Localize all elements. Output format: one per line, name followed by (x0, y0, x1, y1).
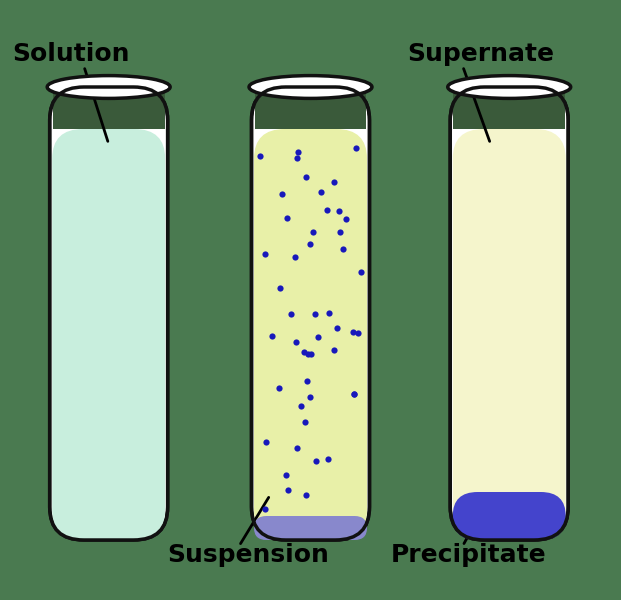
Point (324, 308, 334, 318)
Point (283, 485, 293, 495)
FancyBboxPatch shape (52, 129, 165, 540)
Point (286, 310, 296, 319)
Text: Suspension: Suspension (168, 543, 330, 567)
FancyBboxPatch shape (254, 516, 367, 540)
FancyBboxPatch shape (453, 93, 565, 129)
Point (322, 205, 332, 215)
Point (349, 389, 359, 399)
Point (351, 143, 361, 153)
Point (303, 350, 313, 359)
Point (316, 187, 326, 197)
Point (255, 151, 265, 160)
Point (334, 206, 344, 216)
FancyBboxPatch shape (255, 93, 366, 129)
Point (292, 153, 302, 163)
Point (274, 383, 284, 393)
Ellipse shape (448, 76, 571, 98)
Point (260, 249, 270, 259)
FancyBboxPatch shape (252, 87, 369, 540)
Text: Solution: Solution (12, 42, 130, 66)
Point (277, 190, 287, 199)
Text: Supernate: Supernate (407, 42, 554, 66)
FancyBboxPatch shape (254, 129, 367, 540)
Point (290, 252, 300, 262)
Point (313, 332, 323, 342)
Point (293, 147, 303, 157)
Ellipse shape (249, 76, 372, 98)
Point (301, 417, 310, 427)
Point (261, 437, 271, 447)
Point (275, 283, 285, 293)
Point (291, 337, 301, 347)
Point (348, 327, 358, 337)
Point (301, 490, 311, 500)
Point (306, 350, 315, 359)
Point (338, 244, 348, 254)
Point (349, 389, 359, 399)
FancyBboxPatch shape (53, 93, 165, 129)
Point (301, 172, 310, 182)
FancyBboxPatch shape (50, 87, 168, 540)
FancyBboxPatch shape (453, 129, 566, 540)
Point (299, 347, 309, 356)
Point (329, 345, 339, 355)
Point (267, 332, 277, 341)
Point (310, 456, 320, 466)
Point (353, 328, 363, 338)
Point (356, 268, 366, 277)
Point (302, 376, 312, 386)
Point (335, 227, 345, 237)
Point (260, 505, 270, 514)
Point (308, 227, 318, 236)
FancyBboxPatch shape (453, 492, 566, 540)
Point (310, 309, 320, 319)
Text: Precipitate: Precipitate (391, 543, 547, 567)
Point (296, 401, 306, 411)
Point (306, 239, 315, 249)
Point (341, 215, 351, 224)
Point (329, 177, 338, 187)
Point (304, 392, 314, 402)
Ellipse shape (47, 76, 170, 98)
Point (282, 214, 292, 223)
Point (324, 454, 333, 463)
FancyBboxPatch shape (450, 87, 568, 540)
Point (332, 323, 342, 332)
Point (281, 470, 291, 480)
Point (292, 443, 302, 453)
